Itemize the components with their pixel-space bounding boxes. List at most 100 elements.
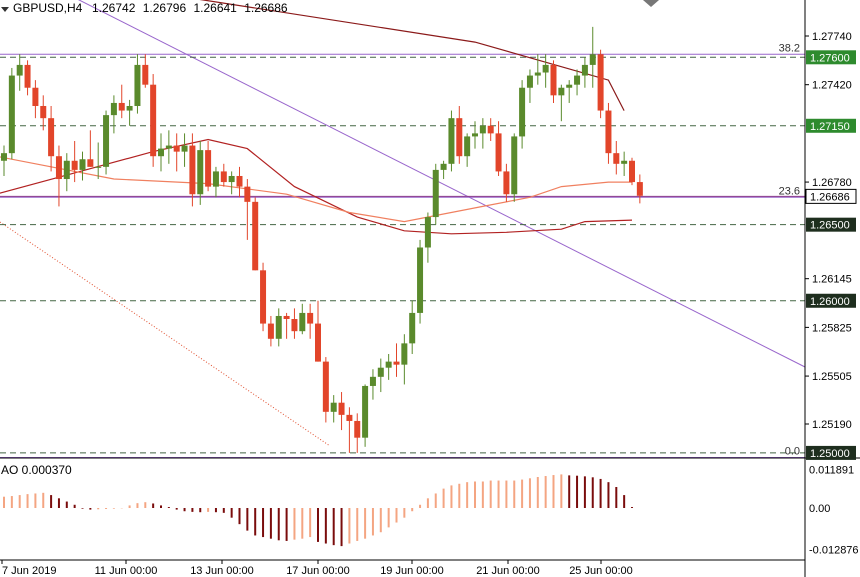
candle-body [189,145,196,195]
time-axis-label: 25 Jun 00:00 [569,565,633,577]
candle-body [134,64,141,106]
symbol-menu-arrow-icon[interactable] [1,7,9,12]
level-price-box [806,118,856,133]
candle-body [629,160,635,183]
fib-level-label: 38.2 [779,42,800,54]
candle-body [636,182,643,196]
candle-body [212,171,219,187]
candle-body [581,64,588,76]
candle-body [236,175,243,187]
candle-body [338,402,345,415]
candle-body [503,171,510,195]
candle-body [55,156,62,180]
time-axis-label: 7 Jun 2019 [2,565,56,577]
candle-body [79,159,86,170]
candle-body [495,133,502,172]
candle-body [275,315,282,339]
candle-body [440,163,447,170]
candle-body [487,125,494,134]
candle-body [393,361,400,365]
moving-average-line[interactable] [0,0,625,111]
candle-body [479,125,486,134]
candle-body [597,54,604,111]
candle-body [550,64,557,96]
level-price-box [806,217,856,232]
level-price-label: 1.27600 [810,52,850,64]
price-axis-label: 1.25190 [812,419,852,431]
chart-symbol: GBPUSD,H4 [13,1,83,15]
candle-body [621,160,628,164]
candle-body [110,102,117,116]
current-price-label: 1.26686 [810,191,850,203]
time-axis-label: 19 Jun 00:00 [380,565,444,577]
candle-body [173,145,180,152]
candle-body [322,361,329,412]
candle-body [95,166,102,168]
candle-body [307,312,314,324]
candle-body [558,87,565,96]
ohlc-close: 1.26686 [244,1,288,15]
candle-body [566,84,573,88]
candle-body [158,148,164,157]
candle-body [574,75,581,85]
candle-body [71,160,78,170]
candle-body [205,150,212,187]
candle-body [63,160,70,180]
ao-axis-label: 0.011891 [809,465,854,477]
candle-body [613,153,620,164]
candle-body [118,102,125,111]
candle-body [519,87,526,137]
candle-body [369,376,376,386]
moving-average-line[interactable] [0,156,632,223]
level-price-label: 1.26500 [810,220,850,232]
level-price-label: 1.25000 [810,448,850,460]
candle-body [299,312,306,332]
candle-body [417,247,424,313]
candle-body [511,136,518,195]
time-axis-label: 17 Jun 00:00 [286,565,350,577]
candle-body [542,64,549,73]
level-price-box [806,445,856,460]
moving-average-line[interactable] [0,138,633,235]
candle-body [87,159,94,167]
ao-axis-label: 0.00 [809,503,830,515]
candle-body [283,315,290,320]
candle-body [252,201,259,271]
candle-body [8,75,15,154]
candle-body [472,133,478,137]
candle-body [362,385,369,438]
candle-body [220,171,227,183]
candle-body [291,319,298,332]
candle-body [32,87,39,106]
candle-body [165,145,172,149]
trend-line[interactable] [0,0,806,368]
level-price-box [806,50,856,65]
ao-axis-label: -0.012876 [809,545,859,557]
candle-body [40,105,47,119]
trend-line-dotted[interactable] [0,221,331,447]
candle-body [534,72,541,76]
candle-body [424,217,431,248]
candle-body [267,323,274,339]
candle-body [385,361,392,368]
candle-body [24,64,31,88]
candle-body [48,118,55,157]
candle-body [260,270,267,324]
one-click-trading-handle-icon[interactable] [643,0,659,7]
candle-body [401,343,408,365]
candle-body [526,75,533,88]
candle-body [142,64,149,85]
candle-body [377,367,384,377]
price-axis-label: 1.26145 [812,274,852,286]
current-price-box [805,188,857,204]
candle-body [197,150,204,195]
candle-body [409,312,416,344]
candle-body [330,402,337,412]
candle-body [605,110,612,154]
candle-body [181,145,188,152]
price-axis-label: 1.27420 [812,80,852,92]
price-axis-label: 1.25505 [812,371,852,383]
price-axis-label: 1.26780 [812,177,852,189]
level-price-label: 1.27150 [810,121,850,133]
